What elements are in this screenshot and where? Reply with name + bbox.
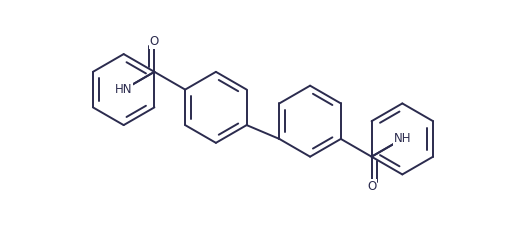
Text: NH: NH (393, 132, 411, 145)
Text: O: O (367, 180, 376, 193)
Text: O: O (150, 35, 159, 48)
Text: HN: HN (115, 83, 133, 96)
